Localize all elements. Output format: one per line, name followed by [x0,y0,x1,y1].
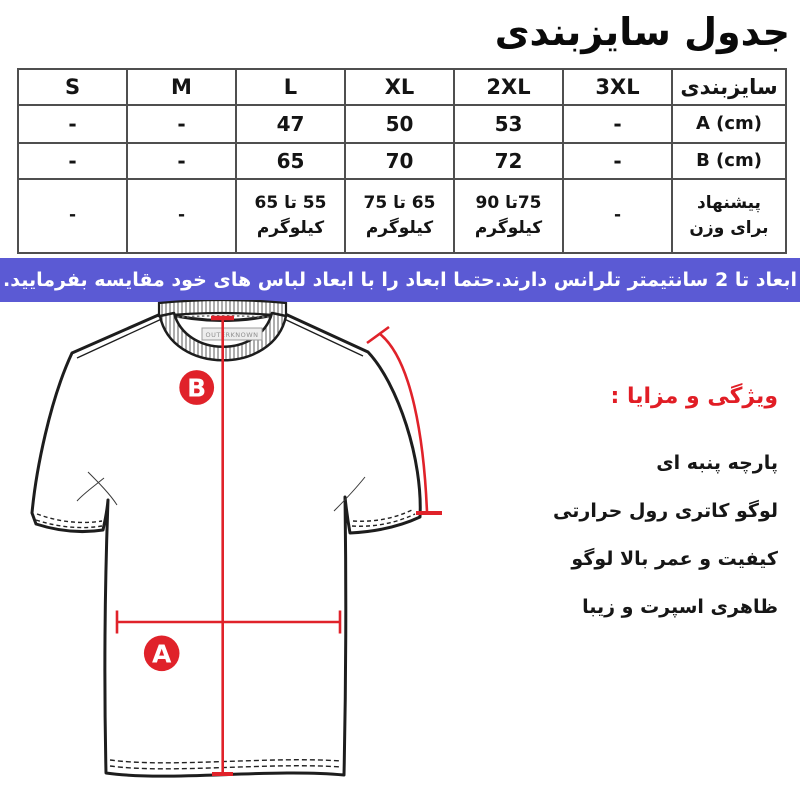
marker-a-label: A [152,639,172,668]
table-cell: 53 [453,104,564,144]
page-title: جدول سایزبندی [494,10,790,54]
tolerance-notice-banner: ابعاد تا 2 سانتیمتر تلرانس دارند.حتما اب… [0,258,800,302]
marker-b-label: B [187,374,206,403]
table-cell: - [17,178,128,254]
col-header-m: M [126,68,237,106]
table-header-row: سایزبندی 3XL 2XL XL L M S [17,68,787,106]
collar-brand-label: OUTERKNOWN [206,331,259,339]
table-cell: - [126,104,237,144]
sleeve-measure-top-tick [366,325,390,345]
table-cell: - [126,142,237,180]
table-cell: - [562,178,673,254]
table-cell: 55 تا 65 کیلوگرم [235,178,346,254]
collar-back-strip [157,300,288,318]
armpit-crease-right [333,476,366,512]
marker-b-circle [179,370,215,405]
col-header-3xl: 3XL [562,68,673,106]
table-cell: 65 [235,142,346,180]
feature-item-logo-type: لوگو کاتری رول حرارتی [553,500,778,522]
table-cell: 70 [344,142,455,180]
collar-brand-label-box [201,327,263,341]
col-header-xl: XL [344,68,455,106]
table-row-weight: پیشنهاد برای وزن - 75تا 90 کیلوگرم 65 تا… [17,178,787,254]
col-header-l: L [235,68,346,106]
tshirt-diagram: OUTERKNOWN B A [30,300,442,778]
table-cell: - [126,178,237,254]
row-label-b: B (cm) [671,142,787,180]
feature-item-look: ظاهری اسپرت و زیبا [582,596,778,618]
col-header-s: S [17,68,128,106]
table-cell: 47 [235,104,346,144]
table-cell: - [562,104,673,144]
armpit-crease-left [76,471,118,506]
feature-item-fabric: پارچه پنبه ای [656,452,778,474]
table-cell: - [17,142,128,180]
table-cell: 72 [453,142,564,180]
sleeve-measure-line [379,332,429,513]
table-row-b: B (cm) - 72 70 65 - - [17,142,787,180]
features-section: ویژگی و مزایا : پارچه پنبه ای لوگو کاتری… [478,383,778,645]
col-header-2xl: 2XL [453,68,564,106]
row-label-weight: پیشنهاد برای وزن [671,178,787,254]
collar-front-band [158,311,288,362]
marker-a-circle [143,635,180,672]
size-table: سایزبندی 3XL 2XL XL L M S A (cm) - 53 50… [17,68,787,254]
shoulder-seam-left [76,316,167,359]
table-cell: 50 [344,104,455,144]
table-row-a: A (cm) - 53 50 47 - - [17,104,787,144]
sleeve-stitch-right [351,508,416,527]
table-cell: - [17,104,128,144]
feature-item-quality: کیفیت و عمر بالا لوگو [571,548,778,570]
shoulder-seam-right [279,316,364,357]
tshirt-outline [30,311,422,778]
table-cell: 75تا 90 کیلوگرم [453,178,564,254]
col-header-sizing: سایزبندی [671,68,787,106]
bottom-hem-stitch [109,759,342,770]
table-cell: 65 تا 75 کیلوگرم [344,178,455,254]
features-title: ویژگی و مزایا : [610,384,779,409]
table-cell: - [562,142,673,180]
row-label-a: A (cm) [671,104,787,144]
